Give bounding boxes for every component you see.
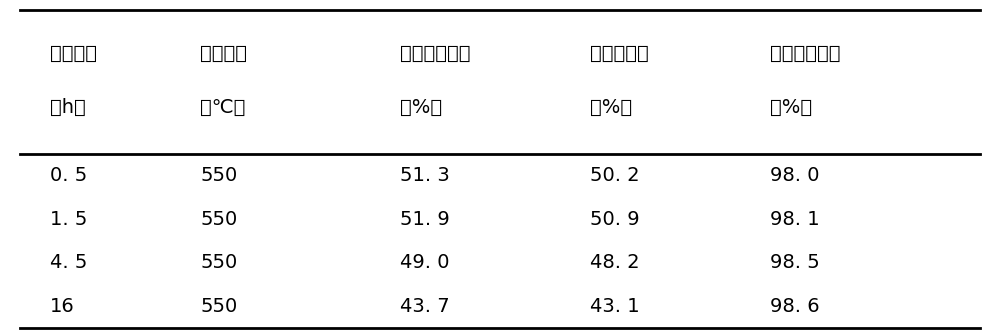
Text: 异丁烯产率: 异丁烯产率 xyxy=(590,44,649,63)
Text: 550: 550 xyxy=(200,166,237,185)
Text: 43. 7: 43. 7 xyxy=(400,297,450,316)
Text: 98. 1: 98. 1 xyxy=(770,210,820,229)
Text: 550: 550 xyxy=(200,297,237,316)
Text: 98. 0: 98. 0 xyxy=(770,166,820,185)
Text: 550: 550 xyxy=(200,210,237,229)
Text: 48. 2: 48. 2 xyxy=(590,254,640,272)
Text: 异丁烯选择性: 异丁烯选择性 xyxy=(770,44,840,63)
Text: 反应时间: 反应时间 xyxy=(50,44,97,63)
Text: 51. 3: 51. 3 xyxy=(400,166,450,185)
Text: 4. 5: 4. 5 xyxy=(50,254,87,272)
Text: （%）: （%） xyxy=(770,98,812,117)
Text: 异丁烷转化率: 异丁烷转化率 xyxy=(400,44,471,63)
Text: 50. 9: 50. 9 xyxy=(590,210,640,229)
Text: 0. 5: 0. 5 xyxy=(50,166,87,185)
Text: （%）: （%） xyxy=(590,98,632,117)
Text: 16: 16 xyxy=(50,297,75,316)
Text: （h）: （h） xyxy=(50,98,86,117)
Text: 98. 5: 98. 5 xyxy=(770,254,820,272)
Text: 1. 5: 1. 5 xyxy=(50,210,87,229)
Text: 50. 2: 50. 2 xyxy=(590,166,640,185)
Text: （%）: （%） xyxy=(400,98,442,117)
Text: 49. 0: 49. 0 xyxy=(400,254,450,272)
Text: 98. 6: 98. 6 xyxy=(770,297,820,316)
Text: 51. 9: 51. 9 xyxy=(400,210,450,229)
Text: 550: 550 xyxy=(200,254,237,272)
Text: 反应温度: 反应温度 xyxy=(200,44,247,63)
Text: （℃）: （℃） xyxy=(200,98,245,117)
Text: 43. 1: 43. 1 xyxy=(590,297,640,316)
